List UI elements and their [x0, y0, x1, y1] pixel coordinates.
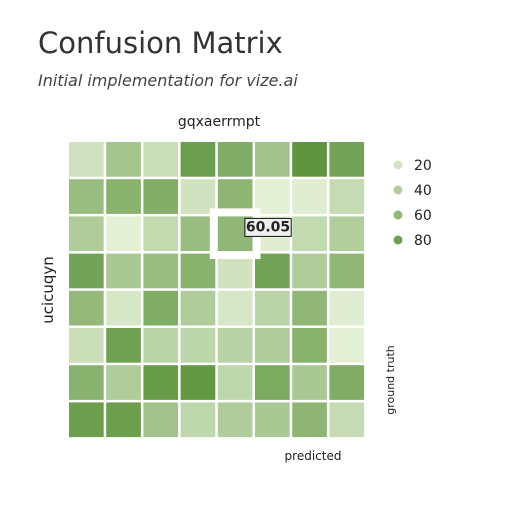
heatmap-cell[interactable]: [69, 328, 104, 363]
heatmap-cell[interactable]: [69, 216, 104, 252]
heatmap-cell[interactable]: [217, 179, 253, 214]
heatmap-cell[interactable]: [143, 328, 179, 363]
x-axis-label: predicted: [285, 449, 342, 463]
heatmap-cell[interactable]: [106, 179, 141, 214]
heatmap-cell[interactable]: [329, 402, 365, 438]
heatmap-cell[interactable]: [329, 216, 365, 252]
heatmap-cell[interactable]: [329, 253, 365, 289]
heatmap-cell[interactable]: [255, 253, 290, 289]
heatmap-cell[interactable]: [329, 142, 365, 177]
heatmap-cell[interactable]: [69, 253, 104, 289]
heatmap-cells: 60.05: [69, 142, 365, 438]
heatmap-cell[interactable]: [292, 328, 327, 363]
heatmap-cell[interactable]: [180, 328, 216, 363]
heatmap-cell[interactable]: [217, 253, 253, 289]
heatmap-cell[interactable]: [106, 290, 141, 326]
heatmap-cell[interactable]: [255, 179, 290, 214]
legend-label: 80: [414, 233, 432, 249]
highlight-value-box: [244, 217, 292, 237]
heatmap-cell[interactable]: [106, 328, 141, 363]
heatmap-cell[interactable]: [255, 328, 290, 363]
heatmap-cell[interactable]: [143, 365, 179, 400]
heatmap-cell[interactable]: [180, 142, 216, 177]
heatmap-cell[interactable]: [143, 253, 179, 289]
heatmap-cell[interactable]: [143, 142, 179, 177]
heatmap-cell[interactable]: [292, 142, 327, 177]
heatmap-cell[interactable]: [143, 290, 179, 326]
heatmap-cell[interactable]: [69, 142, 104, 177]
heatmap-cell[interactable]: [292, 402, 327, 438]
heatmap-cell[interactable]: [255, 365, 290, 400]
heatmap-cell[interactable]: [106, 402, 141, 438]
heatmap-cell[interactable]: [217, 290, 253, 326]
legend-swatch: [393, 185, 403, 195]
heatmap-cell[interactable]: [292, 253, 327, 289]
heatmap-cell[interactable]: [69, 179, 104, 214]
heatmap-cell[interactable]: [180, 290, 216, 326]
highlight-value-label: 60.05: [246, 219, 290, 235]
heatmap-cell[interactable]: [106, 253, 141, 289]
heatmap-cell[interactable]: [69, 365, 104, 400]
heatmap-cell[interactable]: [255, 290, 290, 326]
heatmap-cell[interactable]: [180, 402, 216, 438]
heatmap-cell[interactable]: [180, 179, 216, 214]
heatmap-cell[interactable]: [292, 216, 327, 252]
heatmap-cell[interactable]: [255, 142, 290, 177]
heatmap-cell[interactable]: [180, 216, 216, 252]
heatmap-cell[interactable]: [255, 402, 290, 438]
heatmap-cell[interactable]: [180, 253, 216, 289]
heatmap-cell[interactable]: [217, 142, 253, 177]
heatmap-cell[interactable]: [143, 216, 179, 252]
top-axis-label: gqxaerrmpt: [178, 114, 261, 130]
heatmap-cell[interactable]: [292, 290, 327, 326]
legend-swatch: [393, 235, 403, 245]
left-axis-label: ucicuqyn: [39, 256, 57, 324]
chart-subtitle: Initial implementation for vize.ai: [38, 71, 298, 90]
heatmap-cell[interactable]: [329, 365, 365, 400]
heatmap-cell[interactable]: [217, 328, 253, 363]
heatmap-cell[interactable]: [292, 179, 327, 214]
heatmap-cell[interactable]: [329, 290, 365, 326]
heatmap-cell[interactable]: [329, 328, 365, 363]
chart-title: Confusion Matrix: [38, 26, 283, 60]
heatmap-cell[interactable]: [329, 179, 365, 214]
heatmap-cell[interactable]: [143, 402, 179, 438]
legend: 20 40 60 80: [393, 158, 432, 249]
heatmap-cell[interactable]: [106, 216, 141, 252]
heatmap-cell[interactable]: [217, 365, 253, 400]
heatmap-cell[interactable]: [217, 402, 253, 438]
legend-label: 20: [414, 158, 432, 174]
heatmap-cell[interactable]: [69, 402, 104, 438]
heatmap-cell[interactable]: [292, 365, 327, 400]
legend-swatch: [393, 160, 403, 170]
heatmap-cell[interactable]: [143, 179, 179, 214]
legend-label: 40: [414, 183, 432, 199]
heatmap-cell[interactable]: [106, 142, 141, 177]
heatmap-cell[interactable]: [69, 290, 104, 326]
heatmap-cell[interactable]: [180, 365, 216, 400]
y-axis-label: ground truth: [384, 345, 397, 415]
legend-label: 60: [414, 208, 432, 224]
heatmap-cell[interactable]: [106, 365, 141, 400]
legend-swatch: [393, 210, 403, 220]
highlighted-cell[interactable]: [221, 220, 249, 248]
